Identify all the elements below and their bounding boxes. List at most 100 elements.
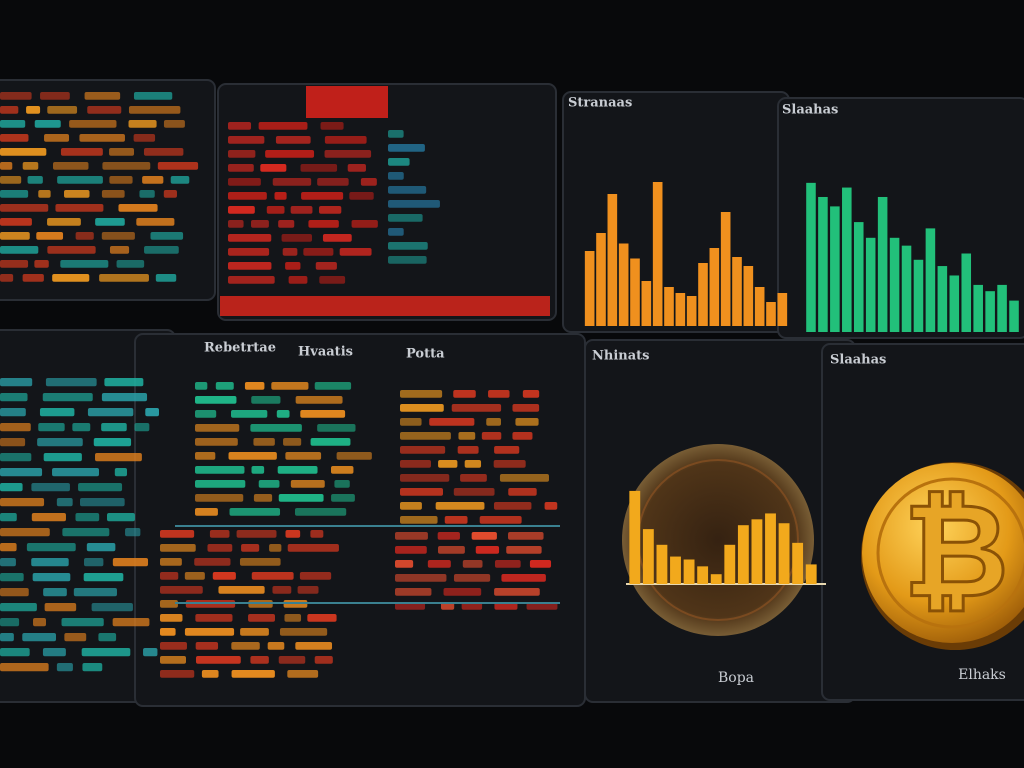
text-row (163, 120, 185, 128)
text-row (47, 218, 81, 226)
text-row (288, 276, 308, 284)
text-row (427, 560, 451, 568)
text-row (515, 418, 539, 426)
text-row (460, 474, 487, 482)
text-row (229, 508, 281, 516)
bar (664, 287, 674, 326)
text-row (278, 656, 306, 664)
text-row (47, 106, 78, 114)
text-row (31, 483, 70, 492)
bar (949, 275, 960, 332)
text-row (55, 204, 104, 212)
text-row (506, 546, 542, 554)
bar (709, 248, 720, 326)
text-row (319, 276, 346, 284)
text-row (274, 192, 287, 200)
text-row (388, 200, 440, 208)
text-row (271, 382, 309, 390)
text-row (0, 648, 30, 657)
text-row (299, 572, 332, 580)
text-row (388, 214, 423, 222)
text-row (0, 260, 29, 268)
bar (656, 544, 668, 584)
chart-disc (622, 444, 814, 636)
text-row (0, 633, 14, 642)
text-row (160, 600, 178, 608)
text-row (301, 192, 344, 200)
text-row (435, 502, 485, 510)
text-row (265, 150, 315, 158)
bar (937, 266, 948, 332)
panel-title: Slaahas (830, 353, 886, 368)
text-row (251, 220, 269, 228)
text-row (253, 438, 275, 446)
text-row (56, 663, 73, 672)
text-row (400, 488, 443, 496)
text-row (0, 513, 17, 522)
bar (865, 237, 876, 332)
text-row (157, 162, 199, 170)
text-row (60, 148, 103, 156)
bar (743, 266, 754, 326)
bar (710, 574, 722, 584)
text-row (82, 663, 103, 672)
text-row (26, 106, 41, 114)
text-row (160, 642, 187, 650)
text-row (269, 544, 282, 552)
text-row (207, 544, 233, 552)
text-row (39, 408, 75, 417)
bar (751, 519, 763, 584)
text-row (195, 614, 233, 622)
text-row (160, 544, 196, 552)
text-row (282, 248, 298, 256)
text-row (279, 628, 328, 636)
text-row (195, 480, 246, 488)
text-row (160, 530, 195, 538)
bar (732, 257, 742, 326)
text-row (499, 474, 549, 482)
bar (889, 237, 900, 332)
bar (997, 284, 1007, 332)
text-row (0, 408, 26, 417)
text-row (184, 572, 205, 580)
text-row (0, 453, 32, 462)
text-row (314, 382, 352, 390)
panel-title: Stranaas (568, 96, 632, 111)
text-row (0, 378, 33, 387)
text-row (36, 232, 64, 240)
text-row (457, 446, 479, 454)
text-row (388, 186, 427, 194)
text-row (388, 228, 404, 236)
bar (818, 196, 828, 332)
text-row (228, 276, 275, 284)
text-row (0, 393, 28, 402)
text-row (231, 410, 268, 418)
text-row (91, 603, 133, 612)
text-row (388, 158, 410, 166)
text-row (395, 574, 447, 582)
text-row (38, 190, 51, 198)
text-row (228, 150, 256, 158)
text-row (0, 148, 47, 156)
text-row (0, 232, 30, 240)
text-row (118, 204, 158, 212)
text-row (101, 423, 127, 432)
text-row (272, 586, 292, 594)
text-row (86, 543, 116, 552)
text-row (295, 396, 343, 404)
text-row (37, 438, 83, 447)
text-row (72, 423, 91, 432)
text-row (228, 206, 255, 214)
text-row (0, 204, 49, 212)
text-row (0, 498, 45, 507)
text-row (60, 260, 109, 268)
text-row (475, 546, 500, 554)
text-row (160, 614, 183, 622)
text-row (284, 614, 302, 622)
text-row (195, 424, 240, 432)
text-row (308, 220, 339, 228)
text-row (251, 396, 281, 404)
text-row (133, 134, 156, 142)
text-row (116, 260, 145, 268)
text-row (143, 148, 184, 156)
